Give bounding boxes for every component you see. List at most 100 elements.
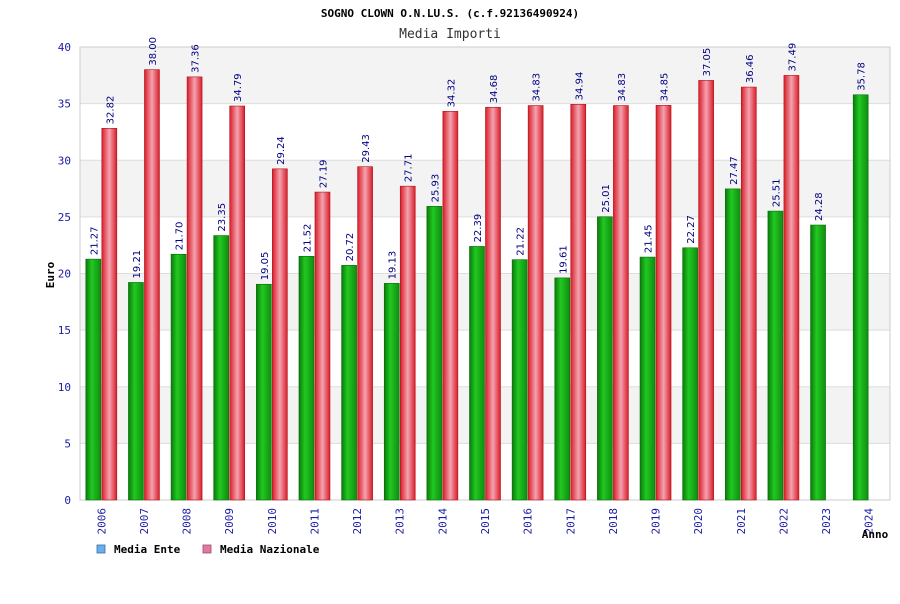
data-label: 22.39: [473, 214, 484, 243]
data-label: 34.32: [446, 79, 457, 108]
bar-media-ente: [724, 188, 741, 501]
bar-media-ente: [85, 258, 102, 501]
y-tick-label: 10: [58, 381, 71, 394]
x-tick-label: 2018: [607, 508, 620, 535]
bar-media-nazionale: [144, 69, 160, 501]
bar-media-nazionale: [655, 105, 672, 501]
bar-media-ente: [298, 255, 315, 501]
x-tick-label: 2012: [351, 508, 364, 535]
bar-media-ente: [767, 210, 784, 501]
data-label: 25.01: [601, 184, 612, 213]
bar-media-nazionale: [442, 111, 459, 501]
bar-media-nazionale: [740, 86, 757, 501]
bar-media-ente: [170, 253, 187, 501]
bar-media-ente: [383, 283, 400, 501]
legend-label-media-ente: Media Ente: [114, 543, 181, 556]
data-label: 36.46: [745, 54, 756, 83]
bar-media-nazionale: [357, 166, 373, 501]
bar-media-nazionale: [783, 75, 800, 501]
data-label: 37.05: [702, 48, 713, 77]
x-tick-label: 2022: [777, 508, 790, 535]
x-tick-label: 2015: [479, 508, 492, 535]
bar-media-nazionale: [698, 80, 714, 501]
data-label: 21.22: [516, 227, 527, 256]
y-tick-label: 35: [58, 98, 71, 111]
data-label: 21.70: [175, 222, 186, 251]
data-label: 23.35: [217, 203, 228, 232]
data-label: 34.68: [489, 75, 500, 104]
data-label: 29.43: [361, 134, 372, 163]
legend-label-media-nazionale: Media Nazionale: [220, 543, 320, 556]
data-label: 19.13: [388, 251, 399, 280]
legend: Media Ente Media Nazionale: [96, 543, 320, 556]
bar-media-nazionale: [272, 168, 288, 501]
bar-media-ente: [639, 256, 656, 501]
data-label: 38.00: [148, 37, 159, 66]
data-label: 27.71: [404, 154, 415, 183]
data-label: 21.27: [89, 226, 100, 255]
y-tick-label: 30: [58, 154, 71, 167]
y-tick-label: 25: [58, 211, 71, 224]
x-tick-label: 2010: [266, 508, 279, 535]
data-label: 24.28: [814, 192, 825, 221]
bar-media-ente: [682, 247, 698, 501]
bar-media-ente: [341, 265, 357, 501]
bar-media-ente: [511, 259, 528, 501]
data-label: 35.78: [857, 62, 868, 91]
data-label: 32.82: [105, 96, 116, 125]
bar-media-nazionale: [527, 105, 544, 501]
plot-frame: [79, 46, 891, 501]
x-tick-label: 2024: [863, 508, 876, 535]
x-tick-label: 2020: [692, 508, 705, 535]
bar-media-ente: [810, 224, 826, 501]
x-tick-label: 2017: [564, 508, 577, 535]
x-tick-label: 2009: [223, 508, 236, 535]
bar-media-ente: [554, 277, 571, 501]
x-tick-label: 2008: [181, 508, 194, 535]
y-tick-label: 0: [64, 494, 71, 507]
bar-media-nazionale: [186, 76, 203, 501]
data-label: 27.19: [318, 159, 329, 188]
bar-media-nazionale: [570, 104, 587, 501]
bar-media-ente: [213, 235, 230, 501]
bar-media-nazionale: [613, 105, 629, 501]
y-axis-label: Euro: [44, 261, 57, 288]
x-tick-label: 2023: [820, 508, 833, 535]
x-tick-label: 2014: [436, 508, 449, 535]
bar-media-ente: [256, 283, 272, 501]
x-tick-label: 2011: [308, 508, 321, 535]
y-tick-label: 15: [58, 324, 71, 337]
data-label: 20.72: [345, 233, 356, 262]
data-label: 19.05: [260, 252, 271, 281]
data-label: 27.47: [729, 156, 740, 185]
bar-media-ente: [426, 206, 443, 501]
data-label: 25.51: [771, 178, 782, 207]
data-label: 25.93: [430, 174, 441, 203]
data-label: 34.85: [660, 73, 671, 102]
y-tick-label: 20: [58, 268, 71, 281]
x-axis-label: Anno: [862, 528, 889, 541]
data-label: 21.52: [302, 224, 313, 253]
data-label: 34.83: [532, 73, 543, 102]
data-label: 37.49: [787, 43, 798, 72]
bar-media-nazionale: [399, 185, 416, 501]
x-tick-label: 2007: [138, 508, 151, 535]
data-label: 34.79: [233, 73, 244, 102]
data-label: 22.27: [686, 215, 697, 244]
x-tick-label: 2006: [95, 508, 108, 535]
bar-media-ente: [128, 282, 144, 501]
data-label: 34.94: [574, 72, 585, 101]
x-tick-label: 2016: [522, 508, 535, 535]
chart-title: SOGNO CLOWN O.N.LU.S. (c.f.92136490924): [321, 7, 579, 20]
bar-media-ente: [852, 94, 869, 501]
data-label: 37.36: [191, 44, 202, 73]
y-tick-label: 5: [64, 437, 71, 450]
bar-media-nazionale: [485, 106, 501, 501]
data-label: 29.24: [276, 136, 287, 165]
bar-media-ente: [597, 216, 613, 501]
data-label: 19.61: [558, 245, 569, 274]
bar-media-nazionale: [229, 105, 246, 501]
chart-subtitle: Media Importi: [399, 27, 501, 42]
